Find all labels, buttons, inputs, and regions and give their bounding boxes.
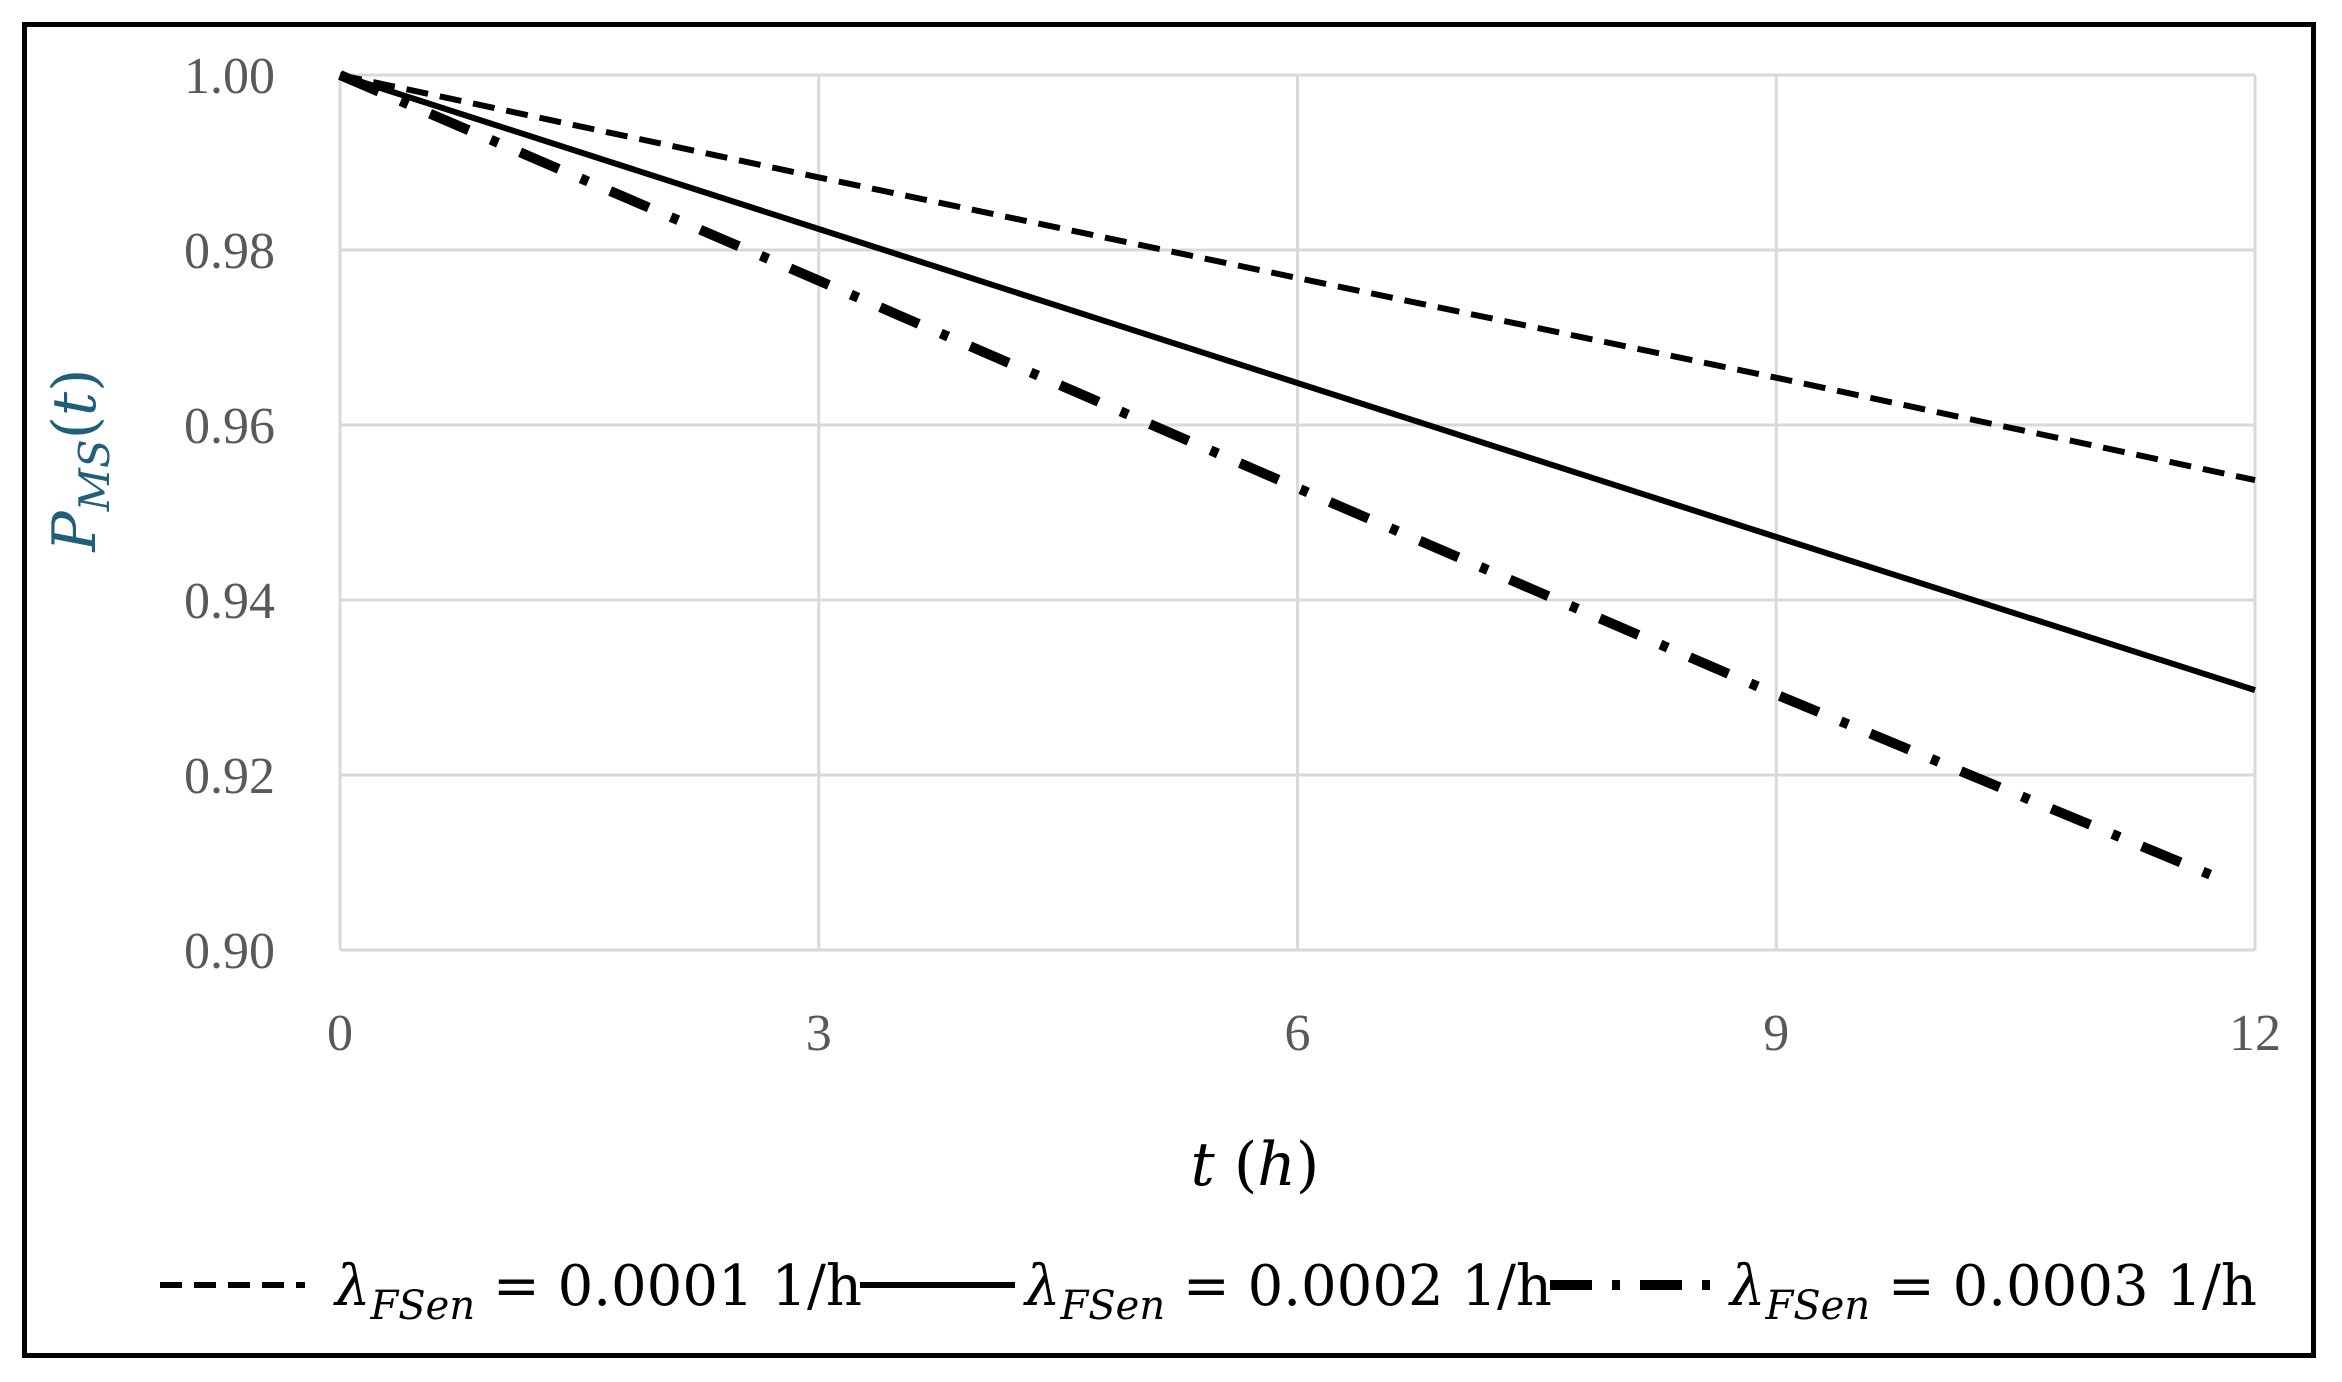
legend-item-1: λFSen = 0.0001 1/h [160, 1254, 862, 1329]
y-axis-label: PMS(t) [40, 368, 119, 552]
legend-label-2: λFSen = 0.0002 1/h [1023, 1254, 1552, 1329]
y-tick-label: 0.90 [184, 923, 275, 980]
legend-symbol-2: λ [1023, 1254, 1061, 1319]
legend-value-1: 0.0001 [558, 1254, 754, 1319]
chart-frame [22, 22, 2316, 1358]
legend-subscript-2: FSen [1060, 1283, 1166, 1329]
series-line-2 [339, 72, 2256, 693]
legend-value-2: 0.0002 [1248, 1254, 1444, 1319]
y-axis-label-argument: t [40, 391, 110, 416]
series-lines [338, 70, 2256, 885]
y-tick-labels: 0.90 0.92 0.94 0.96 0.98 1.00 [184, 48, 275, 980]
x-axis-label-main: t [1191, 1130, 1216, 1200]
x-tick-label: 3 [806, 1005, 832, 1062]
legend-unit-3: 1/h [2166, 1254, 2257, 1319]
legend-label-3: λFSen = 0.0003 1/h [1728, 1254, 2257, 1329]
legend-symbol-1: λ [333, 1254, 371, 1319]
legend-subscript-1: FSen [370, 1283, 476, 1329]
x-tick-label: 9 [1763, 1005, 1789, 1062]
legend-unit-2: 1/h [1461, 1254, 1552, 1319]
legend-subscript-3: FSen [1765, 1283, 1871, 1329]
y-tick-label: 0.98 [184, 223, 275, 280]
x-axis-label-unit: h [1257, 1130, 1296, 1200]
x-tick-labels: 0 3 6 9 12 [327, 1005, 2281, 1062]
legend-unit-1: 1/h [771, 1254, 862, 1319]
x-tick-label: 0 [327, 1005, 353, 1062]
y-axis-label-subscript: MS [70, 439, 119, 512]
series-line-3 [338, 70, 2226, 885]
series-line-1 [339, 72, 2256, 484]
y-axis-label-symbol: P [40, 510, 110, 553]
legend-item-2: λFSen = 0.0002 1/h [860, 1254, 1552, 1329]
x-axis-label: t (h) [1191, 1130, 1320, 1200]
x-tick-label: 12 [2229, 1005, 2281, 1062]
grid [338, 73, 2257, 952]
y-tick-label: 1.00 [184, 48, 275, 105]
x-tick-label: 6 [1285, 1005, 1311, 1062]
legend-item-3: λFSen = 0.0003 1/h [1550, 1254, 2257, 1329]
legend-label-1: λFSen = 0.0001 1/h [333, 1254, 862, 1329]
legend: λFSen = 0.0001 1/h λFSen = 0.0002 1/h λF… [160, 1254, 2257, 1329]
y-tick-label: 0.94 [184, 573, 275, 630]
legend-symbol-3: λ [1728, 1254, 1766, 1319]
y-tick-label: 0.96 [184, 398, 275, 455]
legend-value-3: 0.0003 [1953, 1254, 2149, 1319]
y-tick-label: 0.92 [184, 748, 275, 805]
